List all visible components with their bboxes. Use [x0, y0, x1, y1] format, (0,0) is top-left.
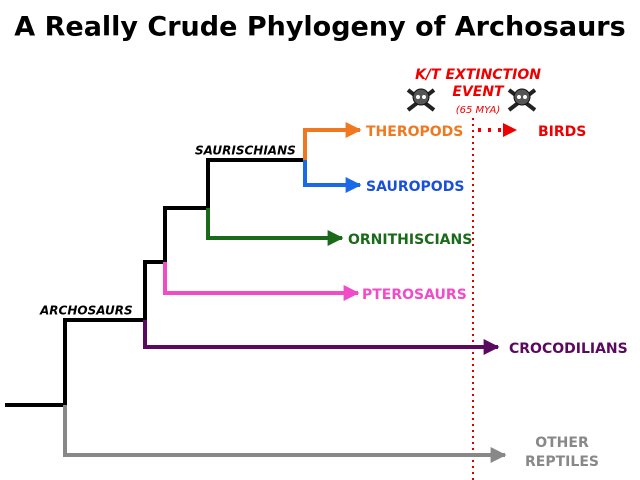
event-label: K/T EXTINCTION [415, 67, 541, 83]
leaf-label: CROCODILIANS [509, 341, 628, 357]
leaf-label: REPTILES [525, 454, 599, 470]
skull-icon [406, 88, 436, 112]
event-date: (65 MYA) [456, 105, 501, 116]
leaf-label: SAUROPODS [366, 179, 464, 195]
skull-icon [507, 88, 537, 112]
leaf-label: PTEROSAURS [362, 287, 467, 303]
clade-label: SAURISCHIANS [195, 144, 296, 158]
clade-label: ARCHOSAURS [39, 304, 133, 318]
event-label: EVENT [452, 84, 505, 100]
leaf-label: THEROPODS [366, 124, 463, 140]
leaf-label: ORNITHISCIANS [348, 232, 472, 248]
tree-branches [5, 122, 517, 463]
title: A Really Crude Phylogeny of Archosaurs [14, 12, 625, 43]
leaf-label: BIRDS [538, 124, 586, 140]
leaf-label: OTHER [535, 435, 589, 451]
